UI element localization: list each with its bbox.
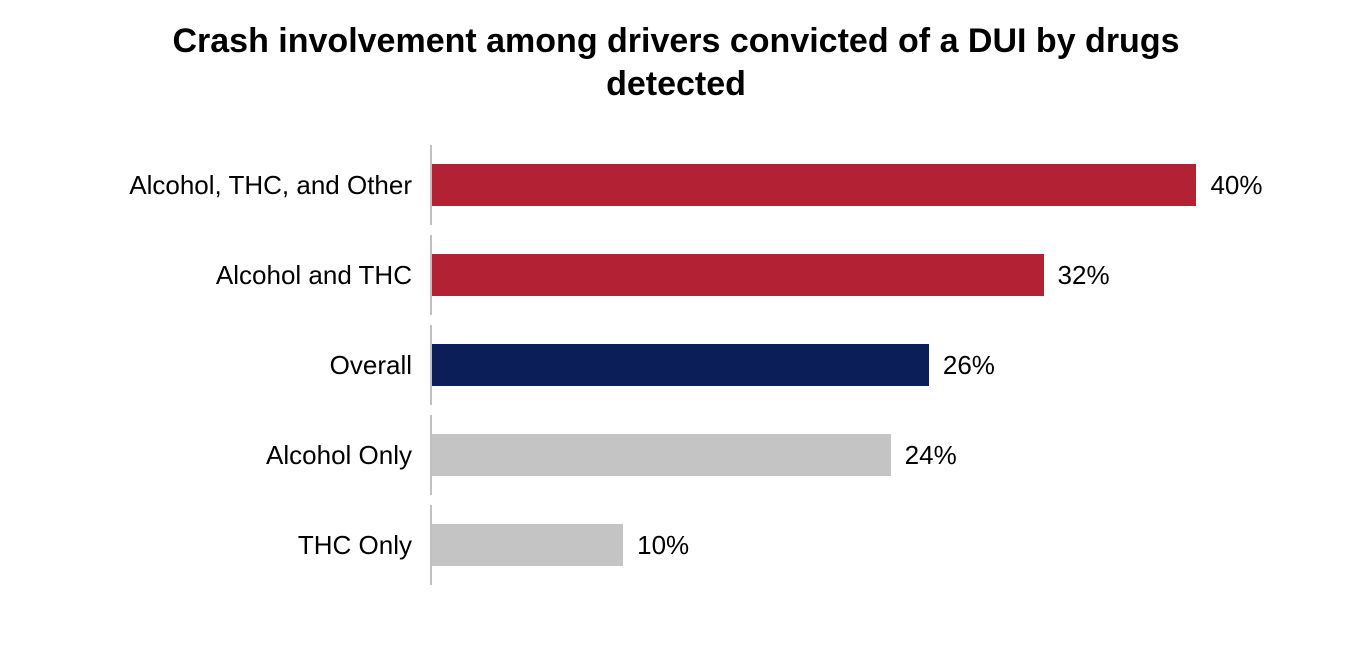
chart-area: Alcohol, THC, and Other 40% Alcohol and … bbox=[60, 145, 1292, 628]
bar-row: Alcohol and THC 32% bbox=[60, 235, 1292, 315]
bar-track: 32% bbox=[430, 235, 1292, 315]
category-label: Overall bbox=[60, 350, 430, 381]
bar bbox=[432, 344, 929, 386]
bar-row: Alcohol Only 24% bbox=[60, 415, 1292, 495]
value-label: 40% bbox=[1210, 170, 1262, 201]
bar-row: THC Only 10% bbox=[60, 505, 1292, 585]
bar-row: Alcohol, THC, and Other 40% bbox=[60, 145, 1292, 225]
chart-title: Crash involvement among drivers convicte… bbox=[60, 20, 1292, 105]
category-label: Alcohol, THC, and Other bbox=[60, 170, 430, 201]
value-label: 32% bbox=[1058, 260, 1110, 291]
bar bbox=[432, 434, 891, 476]
bar-track: 10% bbox=[430, 505, 1292, 585]
value-label: 24% bbox=[905, 440, 957, 471]
value-label: 26% bbox=[943, 350, 995, 381]
bar-track: 26% bbox=[430, 325, 1292, 405]
value-label: 10% bbox=[637, 530, 689, 561]
bar bbox=[432, 164, 1196, 206]
bar-track: 24% bbox=[430, 415, 1292, 495]
bar-row: Overall 26% bbox=[60, 325, 1292, 405]
bar bbox=[432, 524, 623, 566]
category-label: Alcohol and THC bbox=[60, 260, 430, 291]
category-label: Alcohol Only bbox=[60, 440, 430, 471]
bar bbox=[432, 254, 1044, 296]
category-label: THC Only bbox=[60, 530, 430, 561]
bar-track: 40% bbox=[430, 145, 1292, 225]
